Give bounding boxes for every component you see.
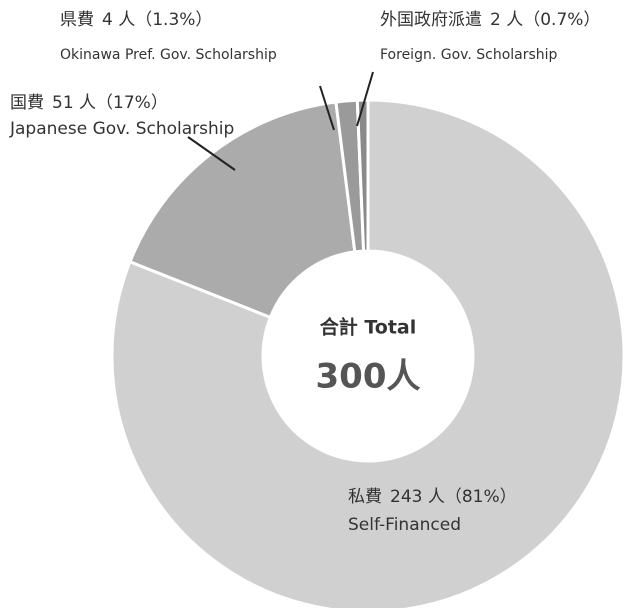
leader-line xyxy=(319,85,335,131)
category-label-en: Self-Financed xyxy=(348,515,461,535)
category-label-en: Okinawa Pref. Gov. Scholarship xyxy=(60,47,277,63)
category-label-en: Japanese Gov. Scholarship xyxy=(9,119,234,139)
category-label: 県費 xyxy=(60,10,94,30)
leader-line xyxy=(356,71,374,127)
segment-label: 外国政府派遣 2 人（0.7%） xyxy=(380,10,600,30)
category-label: 国費 xyxy=(10,93,44,113)
segment-label: 私費 243 人（81%） xyxy=(348,487,517,507)
category-label-en: Foreign. Gov. Scholarship xyxy=(380,47,558,63)
value-label: 243 人（81%） xyxy=(390,487,517,507)
leader-line xyxy=(187,136,236,171)
donut-hole xyxy=(262,250,474,462)
category-label: 私費 xyxy=(348,487,382,507)
segment-label: 国費 51 人（17%） xyxy=(10,93,168,113)
center-label: 合計 Total xyxy=(320,316,417,339)
total-label: 300人 xyxy=(316,357,421,397)
value-label: 4 人（1.3%） xyxy=(102,10,212,30)
donut xyxy=(110,98,626,608)
category-label: 外国政府派遣 xyxy=(380,10,482,30)
segment-label: 県費 4 人（1.3%） xyxy=(60,10,212,30)
value-label: 51 人（17%） xyxy=(52,93,168,113)
value-label: 2 人（0.7%） xyxy=(490,10,600,30)
